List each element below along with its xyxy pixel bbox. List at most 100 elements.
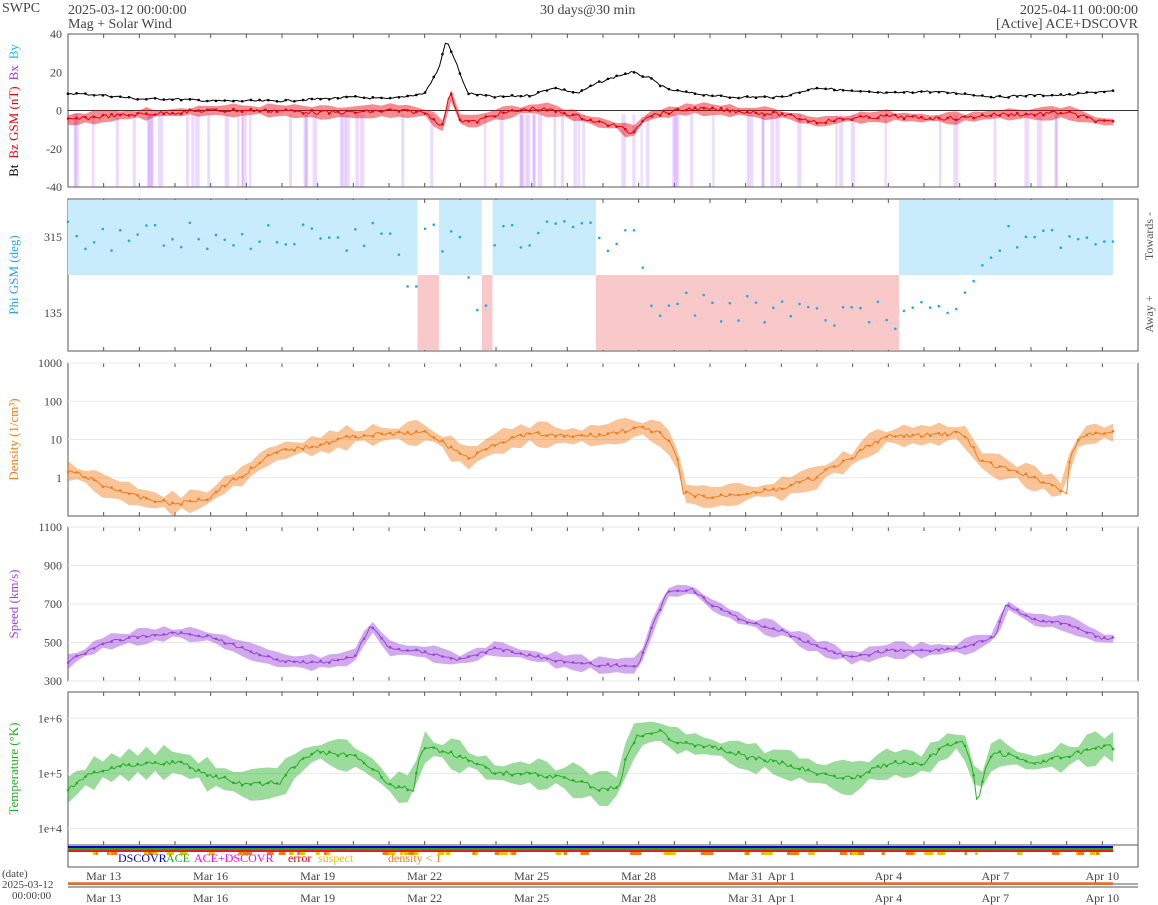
phi-point: [615, 242, 618, 246]
time-span: 30 days@30 min: [540, 3, 636, 18]
phi-point: [1094, 242, 1097, 246]
phi-point: [989, 256, 993, 260]
phi-point: [954, 307, 958, 311]
phi-point: [641, 266, 645, 269]
phi-point: [136, 233, 139, 236]
phi-point: [441, 250, 444, 253]
phi-point: [467, 276, 470, 279]
quality-flag: [143, 852, 148, 855]
phi-point: [798, 302, 801, 306]
phi-point: [510, 223, 514, 227]
phi-point: [763, 321, 766, 324]
quality-flag: [856, 852, 863, 855]
temperature-range-band: [68, 721, 1113, 807]
density-line: [67, 426, 1114, 506]
ace-bar: [68, 848, 1114, 850]
x-tick-label: Mar 31: [728, 869, 763, 883]
phi-point: [145, 224, 148, 227]
phi-towards-shade: [68, 200, 418, 275]
speed-range-band: [68, 584, 1113, 674]
phi-point: [571, 225, 575, 229]
date-axis-label: (date): [2, 868, 28, 880]
quality-flag: [416, 852, 419, 855]
phi-point: [197, 237, 200, 241]
density-tick-label: 1: [56, 471, 62, 485]
phi-point: [719, 320, 723, 323]
quality-flag: [1052, 852, 1060, 855]
quality-flag: [494, 852, 500, 855]
phi-point: [206, 247, 209, 251]
bz-series: [66, 92, 1115, 134]
quality-flag: [408, 852, 415, 855]
quality-flag: [405, 852, 411, 855]
x-tick-label: Mar 19: [300, 869, 335, 883]
phi-towards-shade: [899, 200, 1114, 275]
mag-tick-label: -40: [46, 180, 62, 194]
phi-point: [693, 314, 697, 317]
bt-point: [66, 92, 70, 96]
phi-point: [624, 229, 627, 232]
bt-line: [67, 42, 1114, 103]
phi-point: [1085, 236, 1089, 239]
phi-point: [841, 305, 845, 309]
phi-series: [66, 220, 1115, 331]
phi-point: [972, 279, 975, 283]
phi-point: [66, 220, 70, 224]
speed-tick-label: 700: [44, 597, 62, 611]
phi-point: [737, 319, 740, 322]
phi-point: [354, 227, 357, 231]
phi-point: [528, 244, 531, 247]
quality-legend-item: ACE+DSCOVR: [194, 851, 273, 865]
phi-point: [606, 249, 610, 253]
phi-away-shade: [417, 275, 439, 350]
phi-point: [258, 240, 261, 243]
phi-point: [650, 304, 653, 308]
phi-point: [789, 314, 793, 318]
quality-flag: [1090, 852, 1096, 855]
mag-tick-label: 20: [50, 65, 62, 79]
quality-flag: [278, 852, 286, 855]
quality-flag: [1077, 852, 1085, 855]
quality-flag: [499, 852, 508, 855]
phi-point: [536, 231, 540, 235]
phi-point: [92, 240, 96, 244]
phi-point: [894, 327, 897, 331]
phi-point: [859, 306, 862, 310]
x-tick-label-lower: Mar 25: [514, 891, 549, 905]
quality-flag: [766, 852, 773, 855]
phi-point: [493, 243, 497, 247]
phi-point: [179, 245, 183, 249]
mag-y-label-part: Bz GSM (nT): [6, 86, 21, 158]
bt-series: [66, 42, 1115, 103]
quality-flag: [975, 852, 978, 855]
density-tick-label: 1000: [38, 356, 62, 370]
quality-flag: [473, 852, 476, 855]
phi-away-shade: [595, 275, 900, 350]
x-tick-label: Mar 25: [514, 869, 549, 883]
dscovr-bar: [68, 846, 1114, 848]
away-label: Away +: [1142, 295, 1156, 333]
phi-point: [232, 244, 235, 247]
speed-tick-label: 500: [44, 636, 62, 650]
mag-y-label: Bt Bz GSM (nT) Bx By: [6, 44, 21, 177]
phi-point: [667, 304, 671, 307]
phi-point: [1015, 246, 1019, 249]
mag-y-label-part: Bx: [6, 65, 21, 81]
temperature-tick-label: 1e+4: [38, 821, 62, 835]
temperature-series: [66, 728, 1115, 801]
phi-tick-label: 135: [44, 306, 62, 320]
quality-flag: [563, 852, 568, 855]
x-tick-label-lower: Mar 22: [407, 891, 442, 905]
phi-point: [780, 300, 784, 303]
phi-point: [963, 291, 967, 294]
quality-flag: [326, 852, 331, 855]
quality-flag: [705, 852, 714, 855]
quality-flag: [92, 852, 97, 855]
quality-flag: [1096, 852, 1099, 855]
phi-point: [484, 304, 488, 307]
start-time: 2025-03-12 00:00:00: [68, 3, 187, 18]
phi-point: [188, 221, 192, 225]
phi-point: [336, 236, 340, 239]
phi-point: [240, 232, 244, 236]
